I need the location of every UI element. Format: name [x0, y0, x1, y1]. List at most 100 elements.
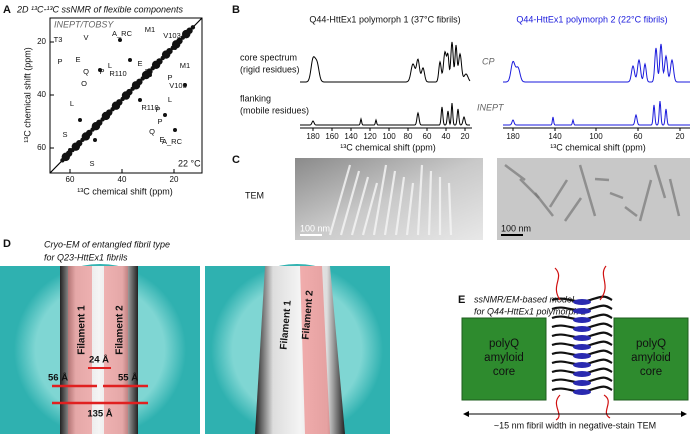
panel-letter: E	[458, 294, 465, 306]
spectrum-title: Q44-HttEx1 polymorph 1 (37°C fibrils)	[309, 14, 460, 24]
peak-dot	[60, 158, 65, 163]
ticks: 60 40 20 20 40 60	[37, 37, 179, 184]
y-axis-label: ¹³C chemical shift (ppm)	[22, 47, 32, 143]
helix	[573, 308, 591, 314]
peak-label: V	[83, 33, 88, 42]
peak-dot	[158, 60, 162, 64]
temperature: 22 °C	[178, 158, 201, 168]
core-label: amyloid	[631, 352, 671, 364]
peak-label: T3	[54, 35, 63, 44]
y-tick-label: 40	[37, 90, 46, 99]
x-tick-label: 140	[344, 132, 358, 141]
x-tick-label: 20	[461, 132, 470, 141]
peak-label: M1	[180, 61, 190, 70]
x-tick-label: 40	[118, 175, 127, 184]
peak-dot	[190, 25, 196, 30]
peak-label: P	[167, 73, 172, 82]
helix	[573, 371, 591, 377]
peak-dot	[128, 58, 132, 62]
x-tick-label: 80	[404, 132, 413, 141]
tem-fibril	[427, 170, 433, 236]
scale-label: 100 nm	[300, 223, 330, 233]
panel-letter: A	[3, 4, 11, 16]
peak-label: A_RC	[112, 29, 133, 38]
tem-fibril	[548, 179, 569, 208]
core-label: core	[640, 366, 662, 378]
peak-dot	[173, 46, 177, 50]
panel-a: A 2D ¹³C-¹³C ssNMR of flexible component…	[3, 4, 203, 196]
peak-dot	[80, 137, 85, 143]
peak-label: S	[89, 159, 94, 168]
peak-label: E	[159, 135, 164, 144]
row-label: core spectrum	[240, 52, 297, 62]
peak-dot	[163, 113, 167, 117]
spectrum-trace	[503, 100, 690, 126]
tem-fibril	[609, 191, 624, 200]
beta-strand	[551, 385, 613, 393]
x-tick-label: 60	[423, 132, 432, 141]
peak-dot	[120, 96, 125, 102]
peak-dot	[173, 128, 177, 132]
beta-strand	[551, 376, 613, 384]
peak-label: R110	[141, 103, 158, 112]
x-tick-label: 40	[442, 132, 451, 141]
peak-label: Q	[149, 127, 155, 136]
tem-fibril	[668, 178, 681, 217]
spectrum-title: Q44-HttEx1 polymorph 2 (22°C fibrils)	[516, 14, 667, 24]
row-label: flanking	[240, 93, 271, 103]
filament-label: Filament 1	[77, 305, 88, 355]
panel-title: ssNMR/EM-based model	[474, 294, 575, 304]
beta-strand	[551, 340, 613, 348]
x-tick-label: 60	[634, 132, 643, 141]
fibril	[255, 266, 345, 434]
x-tick-label: 100	[382, 132, 396, 141]
helix	[573, 335, 591, 341]
spectrum-trace	[300, 41, 471, 83]
panel-title: Cryo-EM of entangled fibril type	[44, 239, 170, 249]
peak-dot	[93, 138, 97, 142]
peak-dot	[100, 117, 105, 122]
beta-strand	[551, 331, 613, 339]
core-block	[613, 317, 689, 401]
helix	[573, 299, 591, 305]
tem-fibril	[594, 177, 610, 182]
flank	[599, 265, 607, 301]
peak-label: E	[137, 59, 142, 68]
x-tick-label: 180	[506, 132, 520, 141]
density	[104, 266, 128, 434]
peak-dot	[78, 118, 82, 122]
beta-strand	[551, 304, 613, 312]
tem-fibril	[405, 182, 415, 236]
measure-label: 56 Å	[48, 373, 68, 384]
peak-dot	[130, 86, 135, 91]
x-axis-label: ¹³C chemical shift (ppm)	[340, 142, 436, 152]
tem-fibril	[339, 170, 361, 236]
measure-label: 135 Å	[87, 409, 112, 420]
x-tick-label: 140	[548, 132, 562, 141]
flank	[603, 394, 611, 419]
peak-label: P	[157, 117, 162, 126]
helix	[573, 362, 591, 368]
tem-fibril	[394, 176, 406, 236]
peak-label: L	[168, 95, 172, 104]
peak-label: L	[108, 61, 112, 70]
peak-dot	[160, 55, 165, 61]
core-block	[461, 317, 547, 401]
filament-label: Filament 1	[279, 299, 294, 350]
tem-fibril	[653, 164, 667, 199]
spectrum-trace	[300, 102, 470, 126]
beta-strand	[551, 367, 613, 375]
fibril-model	[551, 265, 613, 421]
peak-dot	[68, 148, 72, 152]
tem-fibril	[504, 164, 526, 181]
helix	[573, 380, 591, 386]
tem-label: TEM	[245, 190, 264, 200]
peak-label: M1	[145, 25, 155, 34]
peak-dot	[150, 66, 155, 71]
measure-label: 55 Å	[118, 373, 138, 384]
panel-title: for Q44-HttEx1 polymorph 2	[474, 306, 586, 316]
tem-fibril	[328, 164, 352, 236]
y-tick-label: 20	[37, 37, 46, 46]
peak-label: V103	[163, 31, 181, 40]
